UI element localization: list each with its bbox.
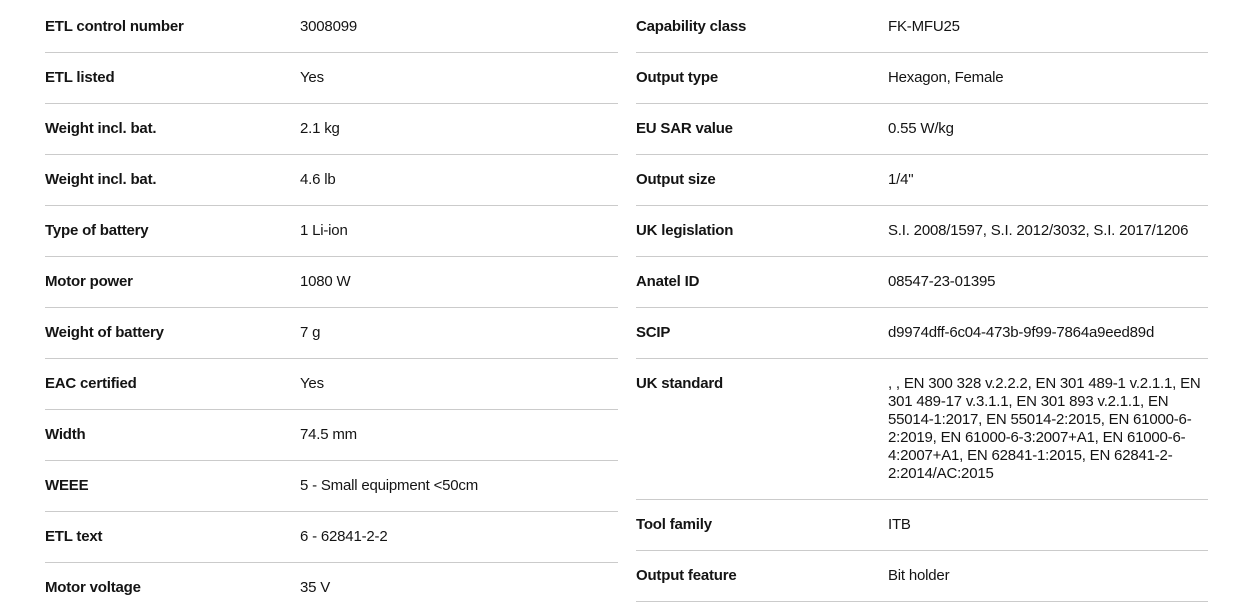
spec-label: Output type bbox=[636, 69, 718, 86]
spec-row: Motor power 1080 W bbox=[45, 257, 618, 308]
spec-value: 7 g bbox=[300, 324, 321, 341]
spec-row: Weight incl. bat. 2.1 kg bbox=[45, 104, 618, 155]
spec-row: Output feature Bit holder bbox=[636, 551, 1208, 602]
spec-value: 3008099 bbox=[300, 18, 357, 35]
spec-value: Bit holder bbox=[888, 567, 950, 584]
spec-value: ITB bbox=[888, 516, 911, 533]
spec-row: Type of battery 1 Li-ion bbox=[45, 206, 618, 257]
spec-row: Motor voltage 35 V bbox=[45, 563, 618, 613]
spec-row: ETL listed Yes bbox=[45, 53, 618, 104]
spec-label: Motor voltage bbox=[45, 579, 141, 596]
spec-label: Motor power bbox=[45, 273, 133, 290]
spec-value: 5 - Small equipment <50cm bbox=[300, 477, 479, 494]
spec-row: Output size 1/4" bbox=[636, 155, 1208, 206]
spec-row: WEEE 5 - Small equipment <50cm bbox=[45, 461, 618, 512]
spec-label: Weight incl. bat. bbox=[45, 120, 157, 137]
spec-value: 1/4" bbox=[888, 171, 914, 188]
spec-value: 1 Li-ion bbox=[300, 222, 348, 239]
spec-label: Capability class bbox=[636, 18, 747, 35]
spec-row: EAC certified Yes bbox=[45, 359, 618, 410]
spec-value: Yes bbox=[300, 69, 324, 86]
spec-label: EU SAR value bbox=[636, 120, 733, 137]
spec-label: Width bbox=[45, 426, 86, 443]
spec-row: Output type Hexagon, Female bbox=[636, 53, 1208, 104]
spec-table-left: ETL control number 3008099 ETL listed Yes We… bbox=[45, 2, 618, 613]
spec-table-right: Capability class FK-MFU25 Output type Hexag… bbox=[636, 2, 1208, 613]
spec-row: Width 74.5 mm bbox=[45, 410, 618, 461]
spec-label: Anatel ID bbox=[636, 273, 700, 290]
spec-label: ETL text bbox=[45, 528, 103, 545]
spec-label: ETL listed bbox=[45, 69, 115, 86]
spec-row: Capability class FK-MFU25 bbox=[636, 2, 1208, 53]
spec-label: ETL control number bbox=[45, 18, 184, 35]
spec-row: UK legislation S.I. 2008/1597, S.I. 2012/… bbox=[636, 206, 1208, 257]
spec-label: Output size bbox=[636, 171, 716, 188]
spec-value: 08547-23-01395 bbox=[888, 273, 996, 290]
spec-label: UK legislation bbox=[636, 222, 734, 239]
spec-row: Anatel ID 08547-23-01395 bbox=[636, 257, 1208, 308]
spec-value: 2.1 kg bbox=[300, 120, 340, 137]
spec-value: d9974dff-6c04-473b-9f99-7864a9eed89d bbox=[888, 324, 1155, 341]
spec-label: WEEE bbox=[45, 477, 89, 494]
spec-value: , , EN 300 328 v.2.2.2, EN 301 489-1 v.2… bbox=[888, 375, 1201, 482]
spec-row: ETL control number 3008099 bbox=[45, 2, 618, 53]
spec-value: Yes bbox=[300, 375, 324, 392]
spec-row: Weight of battery 7 g bbox=[45, 308, 618, 359]
spec-value: 4.6 lb bbox=[300, 171, 336, 188]
spec-label: UK standard bbox=[636, 375, 723, 392]
spec-value: 35 V bbox=[300, 579, 331, 596]
spec-label: SCIP bbox=[636, 324, 671, 341]
spec-row: ETL text 6 - 62841-2-2 bbox=[45, 512, 618, 563]
spec-row: EU SAR value 0.55 W/kg bbox=[636, 104, 1208, 155]
spec-label: Type of battery bbox=[45, 222, 149, 239]
spec-label: Tool family bbox=[636, 516, 712, 533]
spec-row: SCIP d9974dff-6c04-473b-9f99-7864a9eed89d bbox=[636, 308, 1208, 359]
spec-value: Hexagon, Female bbox=[888, 69, 1004, 86]
spec-value: 6 - 62841-2-2 bbox=[300, 528, 388, 545]
spec-label: Weight of battery bbox=[45, 324, 164, 341]
spec-value: 1080 W bbox=[300, 273, 351, 290]
spec-row: Tool family ITB bbox=[636, 500, 1208, 551]
spec-value: FK-MFU25 bbox=[888, 18, 960, 35]
spec-label: Weight incl. bat. bbox=[45, 171, 157, 188]
spec-row: UK standard , , EN 300 328 v.2.2.2, EN 30… bbox=[636, 359, 1208, 500]
spec-value: S.I. 2008/1597, S.I. 2012/3032, S.I. 201… bbox=[888, 222, 1189, 239]
spec-value: 74.5 mm bbox=[300, 426, 357, 443]
spec-row: Weight incl. bat. 4.6 lb bbox=[45, 155, 618, 206]
spec-label: Output feature bbox=[636, 567, 737, 584]
spec-value: 0.55 W/kg bbox=[888, 120, 954, 137]
spec-label: EAC certified bbox=[45, 375, 137, 392]
